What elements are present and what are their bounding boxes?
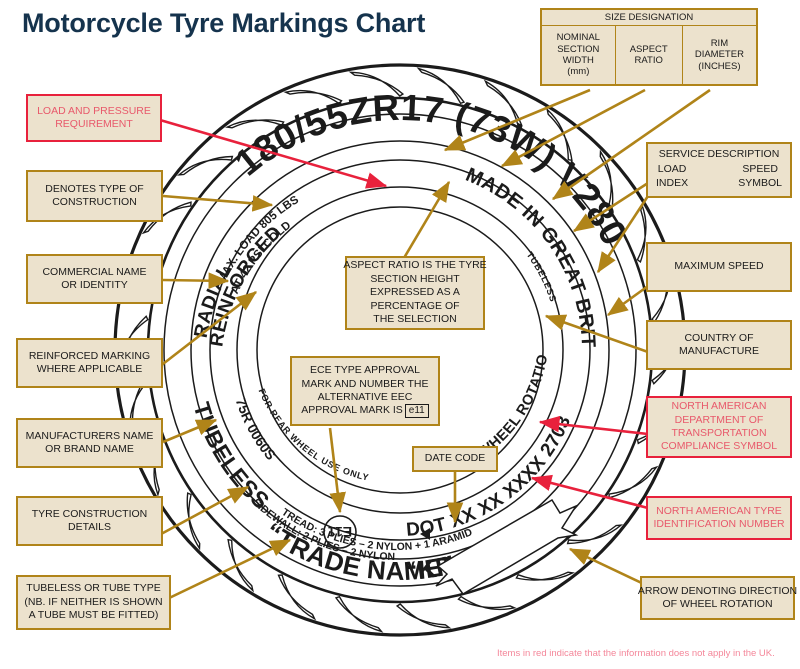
footnote-red-items: Items in red indicate that the informati… <box>497 648 775 659</box>
label-service-description: SERVICE DESCRIPTION LOAD INDEX SPEED SYM… <box>646 142 792 198</box>
label-north-american-dot-compliance: NORTH AMERICAN DEPARTMENT OF TRANSPORTAT… <box>646 396 792 458</box>
leader-speed-symbol <box>596 195 650 274</box>
leader-nominal-width <box>443 88 591 152</box>
leader-tubeless-type <box>164 538 292 602</box>
label-north-american-tyre-id: NORTH AMERICAN TYRE IDENTIFICATION NUMBE… <box>646 496 792 540</box>
leader-maximum-speed <box>606 284 649 317</box>
leader-tyre-id <box>530 474 649 510</box>
label-manufacturers-name: MANUFACTURERS NAME OR BRAND NAME <box>16 418 163 468</box>
label-maximum-speed: MAXIMUM SPEED <box>646 242 792 292</box>
e11-chip: e11 <box>404 404 429 418</box>
leader-rim-diameter <box>551 88 711 201</box>
label-tubeless-or-tube-type: TUBELESS OR TUBE TYPE (NB. IF NEITHER IS… <box>16 575 171 630</box>
label-commercial-name-or-identity: COMMERCIAL NAME OR IDENTITY <box>26 254 163 304</box>
leader-aspect-ratio <box>500 88 646 168</box>
leader-aspect-explain <box>402 180 451 259</box>
label-ece-type-approval: ECE TYPE APPROVAL MARK AND NUMBER THE AL… <box>290 356 440 426</box>
size-designation-table: SIZE DESIGNATION NOMINAL SECTION WIDTH (… <box>540 8 758 86</box>
ece-approval-mark-prefix: APPROVAL MARK IS <box>301 404 403 417</box>
page-title: Motorcycle Tyre Markings Chart <box>22 8 426 38</box>
service-description-title: SERVICE DESCRIPTION <box>658 148 780 160</box>
leader-manufacturers-name <box>162 418 218 444</box>
leader-country <box>544 314 649 354</box>
leader-ece-mark <box>328 427 346 514</box>
size-designation-col-aspect-ratio: ASPECT RATIO <box>616 26 683 84</box>
label-tyre-construction-details: TYRE CONSTRUCTION DETAILS <box>16 496 163 546</box>
label-denotes-type-of-construction: DENOTES TYPE OF CONSTRUCTION <box>26 170 163 222</box>
leader-load-index <box>572 181 649 233</box>
leader-rotation-arrow <box>568 547 649 588</box>
label-aspect-ratio-explanation: ASPECT RATIO IS THE TYRE SECTION HEIGHT … <box>343 256 487 330</box>
label-country-of-manufacture: COUNTRY OF MANUFACTURE <box>646 320 792 370</box>
leader-dot-compliance <box>538 415 649 436</box>
service-description-load-index: LOAD INDEX <box>656 163 689 189</box>
service-description-speed-symbol: SPEED SYMBOL <box>738 163 782 189</box>
label-date-code: DATE CODE <box>412 446 498 472</box>
label-load-and-pressure-requirement: LOAD AND PRESSURE REQUIREMENT <box>26 94 162 142</box>
label-reinforced-marking: REINFORCED MARKING WHERE APPLICABLE <box>16 338 163 388</box>
label-arrow-denoting-direction: ARROW DENOTING DIRECTION OF WHEEL ROTATI… <box>638 576 797 620</box>
leader-commercial-name <box>162 272 230 290</box>
size-designation-header: SIZE DESIGNATION <box>542 10 756 26</box>
leader-load-pressure <box>159 118 388 189</box>
leader-reinforced <box>149 290 258 376</box>
size-designation-col-rim-diameter: RIM DIAMETER (INCHES) <box>694 37 744 72</box>
size-designation-col-nominal-width: NOMINAL SECTION WIDTH (mm) <box>542 26 616 84</box>
leader-construction-type <box>162 194 274 212</box>
leader-tyre-construction <box>149 485 250 542</box>
